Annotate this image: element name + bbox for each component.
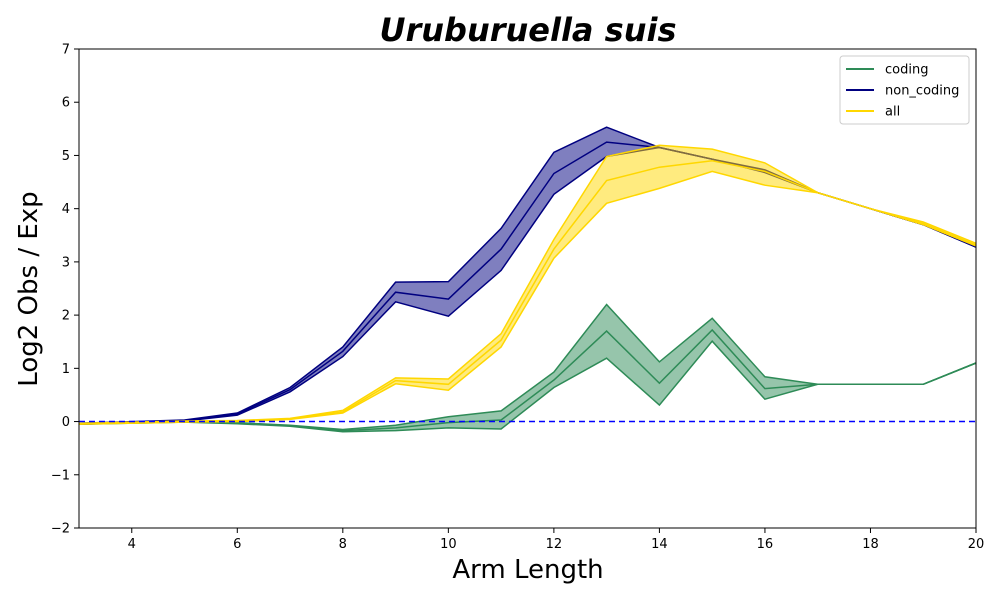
x-tick-label: 6 xyxy=(233,537,241,552)
legend-label: coding xyxy=(885,63,928,78)
y-axis: −2 −1 0 1 2 3 4 5 6 7 xyxy=(51,43,79,537)
series-band xyxy=(79,127,976,425)
chart-title: Uruburuella suis xyxy=(379,11,676,49)
y-tick-label: 3 xyxy=(62,255,70,270)
series-line xyxy=(78,141,977,425)
y-tick-label: 2 xyxy=(62,309,70,324)
y-axis-label: Log2 Obs / Exp xyxy=(14,191,44,386)
x-tick-label: 10 xyxy=(440,537,457,552)
series-upper-line xyxy=(78,144,977,424)
y-tick-label: −2 xyxy=(51,522,70,537)
x-tick-label: 12 xyxy=(546,537,563,552)
plot-frame xyxy=(78,48,977,529)
series-upper-line xyxy=(78,303,977,431)
y-tick-label: 5 xyxy=(62,149,70,164)
x-axis-label: Arm Length xyxy=(452,555,603,585)
series-coding xyxy=(78,303,977,433)
series-line xyxy=(78,328,977,432)
x-tick-label: 20 xyxy=(968,537,985,552)
legend-box xyxy=(839,55,970,125)
y-tick-label: 4 xyxy=(62,202,70,217)
x-tick-label: 16 xyxy=(757,537,774,552)
x-tick-label: 14 xyxy=(651,537,668,552)
y-tick-label: 6 xyxy=(62,96,70,111)
x-tick-label: 8 xyxy=(339,537,347,552)
series-band xyxy=(79,304,976,432)
series-all xyxy=(78,144,977,425)
x-axis: 4 6 8 10 12 14 16 18 20 xyxy=(128,528,985,552)
y-tick-label: 0 xyxy=(62,415,70,430)
plot-area xyxy=(78,126,977,433)
series-non-coding xyxy=(78,126,977,425)
y-tick-label: 7 xyxy=(62,43,70,58)
series-band xyxy=(79,145,976,425)
legend-label: non_coding xyxy=(885,84,959,99)
x-tick-label: 18 xyxy=(862,537,879,552)
series-line xyxy=(78,160,977,425)
series-upper-line xyxy=(78,126,977,424)
y-tick-label: 1 xyxy=(62,362,70,377)
x-tick-label: 4 xyxy=(128,537,136,552)
y-tick-label: −1 xyxy=(51,468,70,483)
legend-label: all xyxy=(885,105,900,120)
